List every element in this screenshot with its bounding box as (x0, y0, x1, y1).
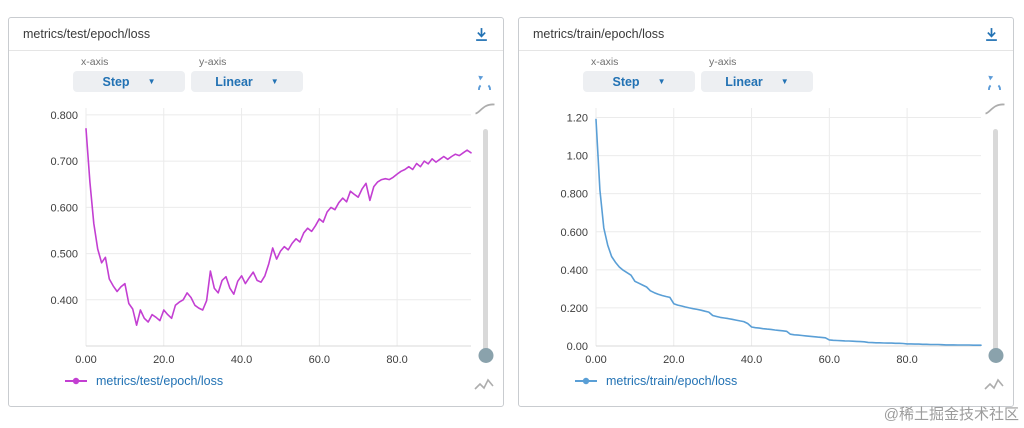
smoothing-slider-handle[interactable] (478, 348, 493, 363)
card-title: metrics/train/epoch/loss (533, 27, 665, 41)
y-axis-control: y-axis Linear ▼ (191, 56, 303, 92)
chart-plot-area[interactable]: 0.00 20.0 40.0 60.0 80.0 1.20 1.00 0.800 0.600 0.… (519, 98, 1015, 378)
metric-card-test-loss: metrics/test/epoch/loss x-axis Step ▼ y-… (8, 17, 504, 407)
smoothing-none-icon (474, 378, 494, 390)
legend-item-label[interactable]: metrics/train/epoch/loss (606, 374, 738, 388)
svg-text:0.200: 0.200 (560, 303, 588, 315)
svg-text:0.700: 0.700 (50, 156, 78, 168)
svg-text:20.0: 20.0 (153, 354, 174, 366)
svg-text:0.800: 0.800 (50, 110, 78, 122)
svg-text:80.0: 80.0 (386, 354, 407, 366)
legend-item-label[interactable]: metrics/test/epoch/loss (96, 374, 224, 388)
chevron-down-icon: ▼ (147, 76, 156, 86)
legend-marker (65, 377, 87, 385)
reset-icon (988, 75, 1001, 90)
y-axis-select[interactable]: Linear ▼ (191, 71, 303, 92)
x-axis-selected-value: Step (612, 74, 640, 89)
download-icon (476, 27, 487, 41)
y-axis-label: y-axis (709, 56, 737, 68)
svg-text:40.0: 40.0 (741, 354, 762, 366)
x-axis-select[interactable]: Step ▼ (73, 71, 185, 92)
chart-legend: metrics/train/epoch/loss (575, 374, 737, 388)
svg-text:0.800: 0.800 (560, 189, 588, 201)
download-icon (986, 27, 997, 41)
svg-text:20.0: 20.0 (663, 354, 684, 366)
chevron-down-icon: ▼ (780, 76, 789, 86)
download-chart-button[interactable] (982, 25, 1001, 44)
smoothing-none-icon (984, 378, 1004, 390)
svg-text:60.0: 60.0 (309, 354, 330, 366)
smoothing-slider-track[interactable] (988, 129, 1003, 363)
y-axis-label: y-axis (199, 56, 227, 68)
svg-text:0.400: 0.400 (50, 295, 78, 307)
svg-text:0.00: 0.00 (75, 354, 96, 366)
smoothing-slider-track[interactable] (478, 129, 493, 363)
reset-icon (478, 75, 491, 90)
smoothing-slider-handle[interactable] (988, 348, 1003, 363)
svg-text:1.20: 1.20 (567, 113, 588, 125)
x-axis-selected-value: Step (102, 74, 130, 89)
metric-card-train-loss: metrics/train/epoch/loss x-axis Step ▼ y… (518, 17, 1014, 407)
x-axis-control: x-axis Step ▼ (583, 56, 695, 92)
card-header: metrics/train/epoch/loss (519, 18, 1013, 51)
reset-zoom-button[interactable] (474, 71, 495, 92)
y-axis-selected-value: Linear (215, 74, 253, 89)
svg-text:0.00: 0.00 (567, 341, 588, 353)
svg-text:0.00: 0.00 (585, 354, 606, 366)
svg-text:0.600: 0.600 (560, 227, 588, 239)
smoothing-max-icon (985, 103, 1005, 115)
chart-legend: metrics/test/epoch/loss (65, 374, 223, 388)
smoothing-max-icon (475, 103, 495, 115)
svg-text:0.600: 0.600 (50, 202, 78, 214)
x-axis-control: x-axis Step ▼ (73, 56, 185, 92)
chevron-down-icon: ▼ (657, 76, 666, 86)
svg-text:80.0: 80.0 (896, 354, 917, 366)
y-axis-selected-value: Linear (725, 74, 763, 89)
watermark: @稀土掘金技术社区 (883, 406, 1019, 423)
chart-plot-area[interactable]: 0.00 20.0 40.0 60.0 80.0 0.800 0.700 0.600 0.500… (9, 98, 505, 378)
x-axis-select[interactable]: Step ▼ (583, 71, 695, 92)
svg-text:0.500: 0.500 (50, 249, 78, 261)
y-axis-control: y-axis Linear ▼ (701, 56, 813, 92)
y-axis-select[interactable]: Linear ▼ (701, 71, 813, 92)
svg-text:40.0: 40.0 (231, 354, 252, 366)
legend-marker (575, 377, 597, 385)
svg-text:1.00: 1.00 (567, 151, 588, 163)
card-header: metrics/test/epoch/loss (9, 18, 503, 51)
x-axis-label: x-axis (591, 56, 619, 68)
reset-zoom-button[interactable] (984, 71, 1005, 92)
svg-text:60.0: 60.0 (819, 354, 840, 366)
chevron-down-icon: ▼ (270, 76, 279, 86)
x-axis-label: x-axis (81, 56, 109, 68)
card-title: metrics/test/epoch/loss (23, 27, 151, 41)
svg-text:0.400: 0.400 (560, 265, 588, 277)
download-chart-button[interactable] (472, 25, 491, 44)
